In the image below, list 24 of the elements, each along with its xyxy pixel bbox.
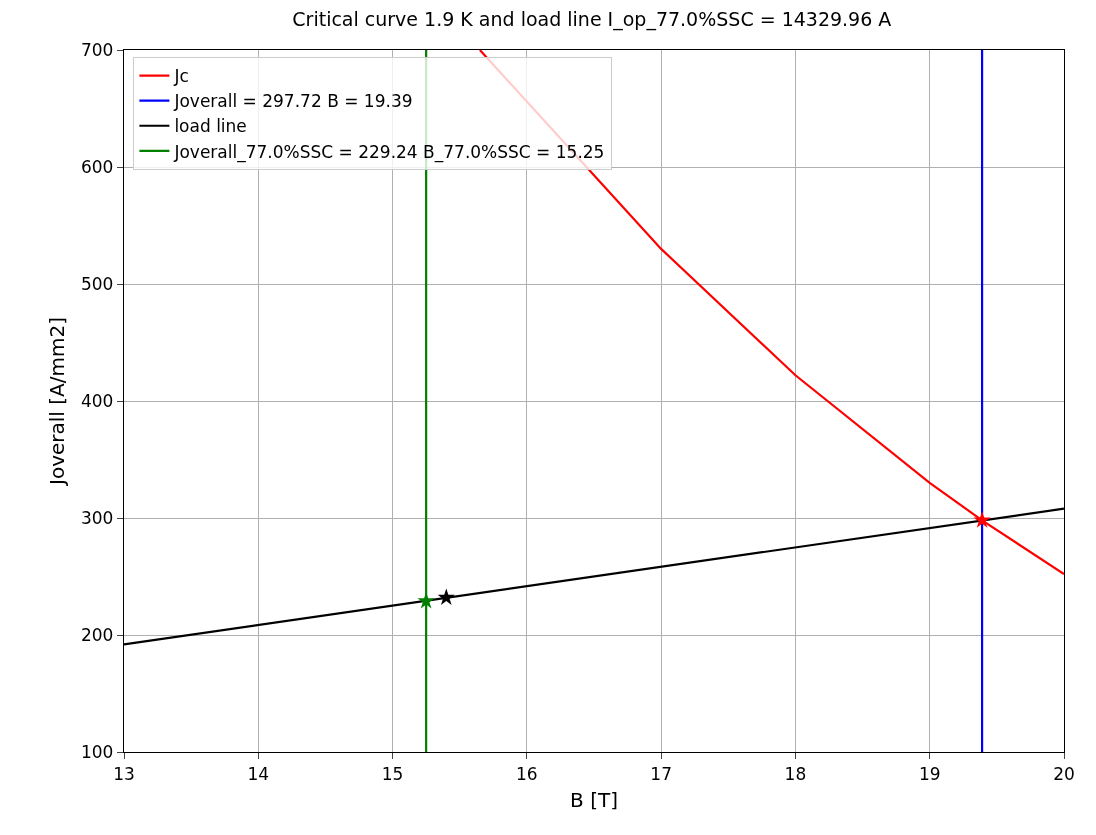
y-axis-title: Joverall [A/mm2] — [45, 317, 70, 487]
y-tick-label: 400 — [81, 390, 114, 411]
x-tick-label: 14 — [247, 763, 270, 784]
x-axis-title: B [T] — [570, 788, 618, 813]
point — [437, 588, 455, 605]
y-tick-label: 700 — [81, 39, 114, 60]
x-tick-label: 18 — [784, 763, 807, 784]
y-tick-label: 300 — [81, 507, 114, 528]
point — [973, 511, 991, 528]
legend-label: Joverall = 297.72 B = 19.39 — [173, 91, 413, 112]
y-tick-label: 100 — [81, 741, 114, 762]
x-tick-label: 15 — [381, 763, 404, 784]
x-tick-label: 20 — [1053, 763, 1075, 784]
y-tick-label: 500 — [81, 273, 114, 294]
legend-label: Jc — [173, 66, 189, 87]
x-tick-label: 13 — [113, 763, 135, 784]
x-tick-label: 17 — [650, 763, 672, 784]
chart-title: Critical curve 1.9 K and load line I_op_77.0%SSC = 14329.96 A — [292, 7, 892, 31]
y-tick-label: 600 — [81, 156, 114, 177]
legend-label: Joverall_77.0%SSC = 229.24 B_77.0%SSC = 15.25 — [173, 141, 605, 163]
legend-label: load line — [174, 116, 247, 137]
x-tick-label: 19 — [918, 763, 941, 784]
x-tick-label: 16 — [516, 763, 538, 784]
y-tick-label: 200 — [81, 624, 114, 645]
